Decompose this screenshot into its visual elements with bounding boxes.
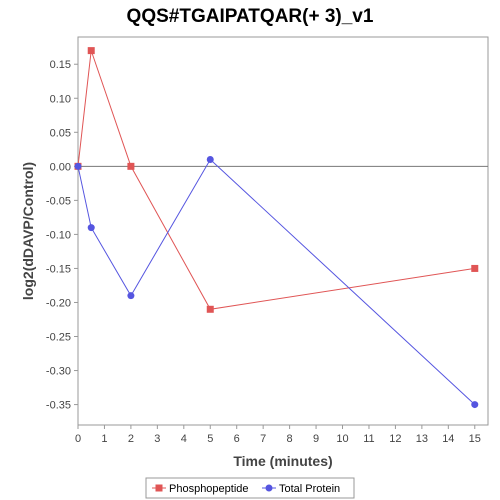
y-tick-label: -0.05 [46, 195, 71, 207]
data-point-phosphopeptide [127, 162, 135, 170]
y-tick-label: -0.35 [46, 400, 71, 412]
y-tick-label: 0.00 [50, 161, 71, 173]
x-tick-label: 0 [75, 433, 81, 445]
x-tick-label: 4 [181, 433, 187, 445]
y-axis: 0.15 0.10 0.05 0.00 -0.05 -0.10 -0.15 -0.20 -0.2… [46, 59, 78, 412]
y-tick-label: 0.10 [50, 93, 71, 105]
data-point-total-protein [87, 224, 95, 232]
data-point-total-protein [74, 162, 82, 170]
x-tick-label: 12 [389, 433, 401, 445]
data-point-phosphopeptide [206, 305, 214, 313]
x-tick-label: 11 [363, 433, 374, 445]
y-tick-label: -0.25 [46, 332, 71, 344]
x-tick-label: 15 [469, 433, 481, 445]
y-tick-label: -0.30 [46, 366, 71, 378]
data-point-total-protein [127, 292, 135, 300]
x-tick-label: 9 [313, 433, 319, 445]
x-tick-label: 10 [336, 433, 348, 445]
legend-box [145, 477, 355, 499]
plot-area [77, 36, 489, 426]
x-tick-label: 3 [154, 433, 160, 445]
legend-marker-phosphopeptide [155, 484, 163, 492]
legend-marker-total-protein [265, 484, 273, 492]
x-tick-label: 5 [207, 433, 213, 445]
y-axis-title: log2(dDAVP/Control) [20, 162, 36, 300]
x-tick-label: 8 [287, 433, 293, 445]
legend: Phosphopeptide Total Protein [145, 477, 355, 499]
legend-label-phosphopeptide: Phosphopeptide [169, 483, 249, 495]
data-point-total-protein [206, 156, 214, 164]
x-tick-label: 7 [260, 433, 266, 445]
x-tick-label: 13 [416, 433, 428, 445]
data-point-phosphopeptide [471, 264, 479, 272]
series-layer [74, 47, 479, 409]
x-tick-label: 6 [234, 433, 240, 445]
chart-title: QQS#TGAIPATQAR(+ 3)_v1 [127, 6, 374, 27]
x-axis-title: Time (minutes) [233, 453, 332, 469]
legend-label-total-protein: Total Protein [279, 483, 340, 495]
x-axis: 0 1 2 3 4 5 6 7 8 9 10 11 12 13 14 15 [75, 425, 481, 445]
x-tick-label: 1 [101, 433, 107, 445]
y-tick-label: 0.05 [50, 127, 71, 139]
data-point-phosphopeptide [87, 47, 95, 55]
y-tick-label: -0.15 [46, 263, 71, 275]
y-tick-label: -0.10 [46, 229, 71, 241]
x-tick-label: 2 [128, 433, 134, 445]
y-tick-label: 0.15 [50, 59, 71, 71]
data-point-total-protein [471, 401, 479, 409]
x-tick-label: 14 [442, 433, 454, 445]
y-tick-label: -0.20 [46, 297, 71, 309]
